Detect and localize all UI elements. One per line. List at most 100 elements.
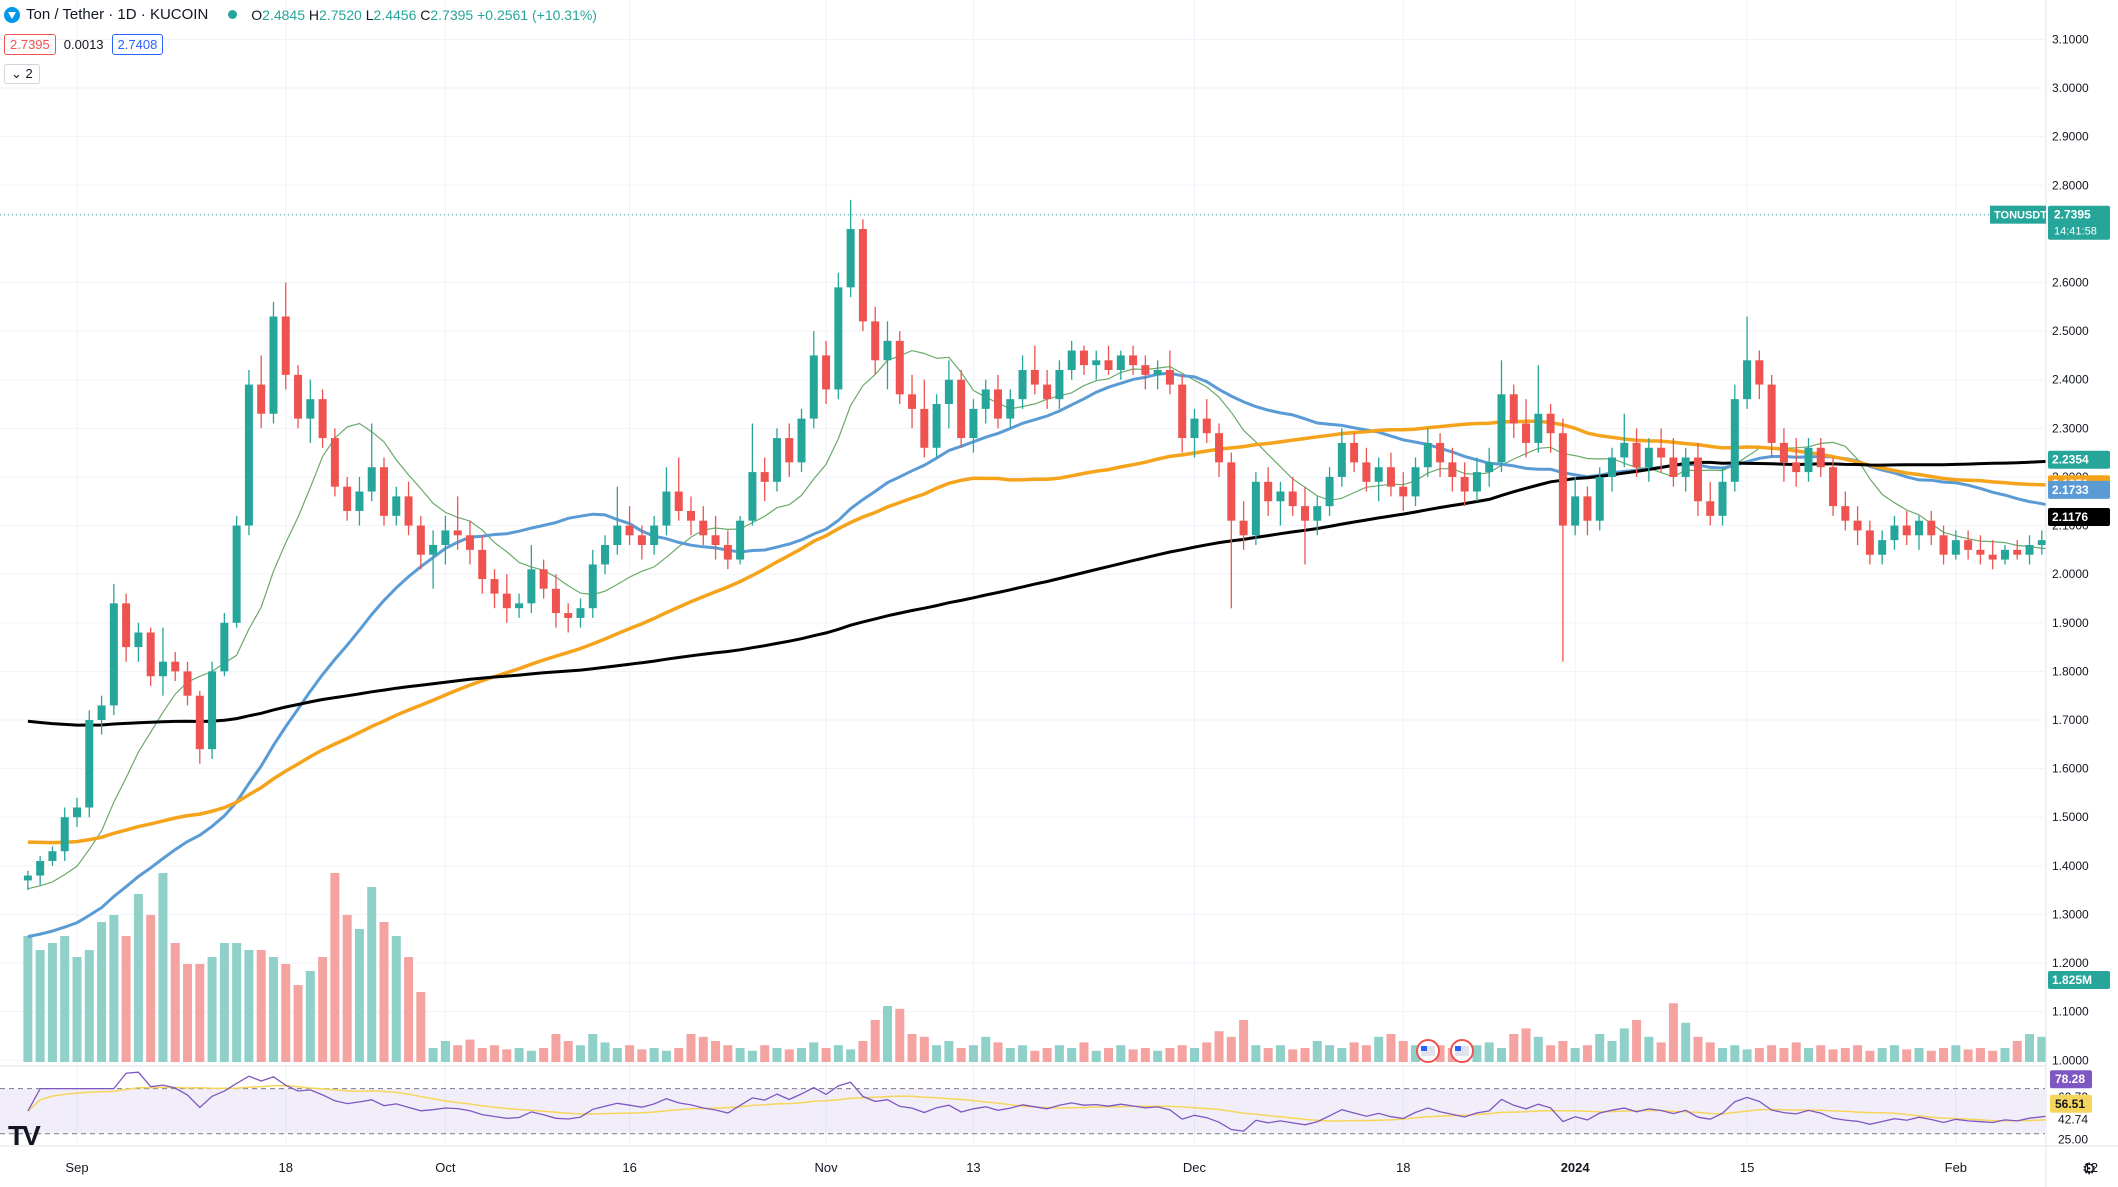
candle-body: [1104, 360, 1113, 370]
candle-body: [1129, 355, 1138, 366]
volume-bar: [1730, 1045, 1740, 1062]
last-price-tag-bg: [2048, 205, 2110, 240]
rsi-ma-value-label: 56.51: [2055, 1097, 2085, 1111]
volume-bar: [195, 964, 205, 1062]
candle-body: [1583, 496, 1592, 521]
candle-body: [2025, 545, 2034, 555]
candle-body: [1165, 370, 1174, 385]
candle-body: [146, 632, 155, 677]
symbol-title[interactable]: Ton / Tether · 1D · KUCOIN: [26, 6, 209, 23]
us-flag-event-icon[interactable]: [1416, 1039, 1440, 1063]
candle-body: [1202, 418, 1211, 434]
candle-body: [23, 875, 32, 881]
price-tick-label: 2.9000: [2052, 130, 2089, 144]
candle-body: [60, 817, 69, 852]
candle-body: [1386, 467, 1395, 487]
candle-body: [1964, 540, 1973, 550]
candle-body: [1079, 350, 1088, 366]
volume-bar: [1398, 1041, 1408, 1062]
candle-body: [1890, 525, 1899, 541]
volume-bar: [1705, 1042, 1715, 1062]
volume-bar: [293, 985, 303, 1062]
trade-buttons: 2.7395 0.0013 2.7408: [4, 34, 164, 55]
settings-gear-icon[interactable]: ⚙: [2082, 1159, 2096, 1178]
candle-body: [1693, 457, 1702, 502]
candle-body: [564, 613, 573, 618]
candle-body: [257, 384, 266, 414]
candle-body: [846, 229, 855, 288]
price-axis-bg: [2046, 0, 2118, 1187]
candle-body: [1816, 447, 1825, 468]
candle-body: [244, 384, 253, 526]
volume-bar: [318, 957, 328, 1062]
candle-body: [1865, 530, 1874, 555]
candle-body: [465, 535, 474, 550]
volume-bar: [379, 922, 389, 1062]
volume-bar: [1275, 1045, 1285, 1062]
sell-price-button[interactable]: 2.7395: [4, 34, 56, 55]
volume-bar: [907, 1034, 917, 1062]
price-tick-label: 1.6000: [2052, 762, 2089, 776]
candle-body: [711, 535, 720, 545]
ton-coin-icon: [4, 6, 20, 23]
volume-bar: [588, 1034, 598, 1062]
time-tick-label: 2024: [1561, 1160, 1591, 1175]
candle-body: [1927, 520, 1936, 536]
volume-bar: [1718, 1048, 1728, 1062]
candle-body: [171, 661, 180, 672]
candle-body: [330, 438, 339, 487]
volume-bar: [1226, 1036, 1236, 1062]
candle-body: [1325, 476, 1334, 507]
candle-body: [772, 438, 781, 482]
volume-bar: [747, 1050, 757, 1062]
volume-bar: [207, 957, 217, 1062]
rsi-pane: [0, 1065, 2118, 1135]
volume-bar: [1963, 1049, 1973, 1062]
tradingview-logo-icon[interactable]: TV: [8, 1120, 41, 1151]
candle-body: [687, 510, 695, 521]
candle-body: [674, 491, 683, 511]
us-flag-event-icon[interactable]: [1450, 1039, 1474, 1063]
candle-body: [441, 530, 450, 545]
indicators-toggle[interactable]: ⌄ 2: [4, 64, 40, 84]
volume-bar: [1693, 1036, 1703, 1062]
candle-body: [883, 340, 892, 361]
volume-bar: [1607, 1041, 1617, 1062]
price-marker: 2.2354: [2052, 453, 2089, 467]
volume-bar: [760, 1045, 770, 1062]
volume-bar: [711, 1041, 721, 1062]
candle-body: [380, 467, 388, 516]
volume-bar: [305, 971, 315, 1062]
candle-body: [1251, 481, 1260, 536]
flag-canton: [1455, 1046, 1461, 1051]
ma-orange-line: [27, 419, 2118, 845]
time-axis[interactable]: Sep18Oct16Nov13Dec18202415Feb12Mar18Apr1…: [0, 1145, 2118, 1178]
volume-bar: [1939, 1048, 1949, 1062]
volume-marker-bg: [2048, 971, 2110, 989]
volume-bar: [1632, 1020, 1642, 1062]
candle-body: [576, 608, 585, 618]
buy-price-button[interactable]: 2.7408: [111, 34, 164, 55]
candle-body: [797, 418, 806, 463]
volume-bar: [1902, 1049, 1912, 1062]
candle-body: [1067, 350, 1076, 370]
volume-bar: [809, 1042, 819, 1062]
symbol-legend: Ton / Tether · 1D · KUCOIN O2.4845 H2.75…: [4, 6, 597, 23]
candle-body: [281, 316, 290, 375]
price-tick-label: 1.2000: [2052, 956, 2089, 970]
volume-bar: [1570, 1048, 1580, 1062]
volume-bar: [1361, 1045, 1371, 1062]
candle-body: [1853, 520, 1862, 531]
price-markers: 2.23542.18512.17332.1176TONUSDT2.739514:…: [1416, 205, 2110, 1113]
volume-bar: [72, 957, 82, 1062]
volume-bar: [84, 950, 94, 1062]
volume-bar: [698, 1036, 708, 1062]
volume-bar: [539, 1048, 549, 1062]
candle-body: [1350, 442, 1359, 463]
candle-body: [1718, 481, 1727, 516]
candle-body: [1092, 360, 1101, 366]
volume-bar: [993, 1042, 1003, 1062]
price-axis[interactable]: 3.1000 3.0000 2.9000 2.8000 2.6000 2.5000 2.40…: [2045, 0, 2118, 1187]
volume-bar: [919, 1036, 929, 1062]
